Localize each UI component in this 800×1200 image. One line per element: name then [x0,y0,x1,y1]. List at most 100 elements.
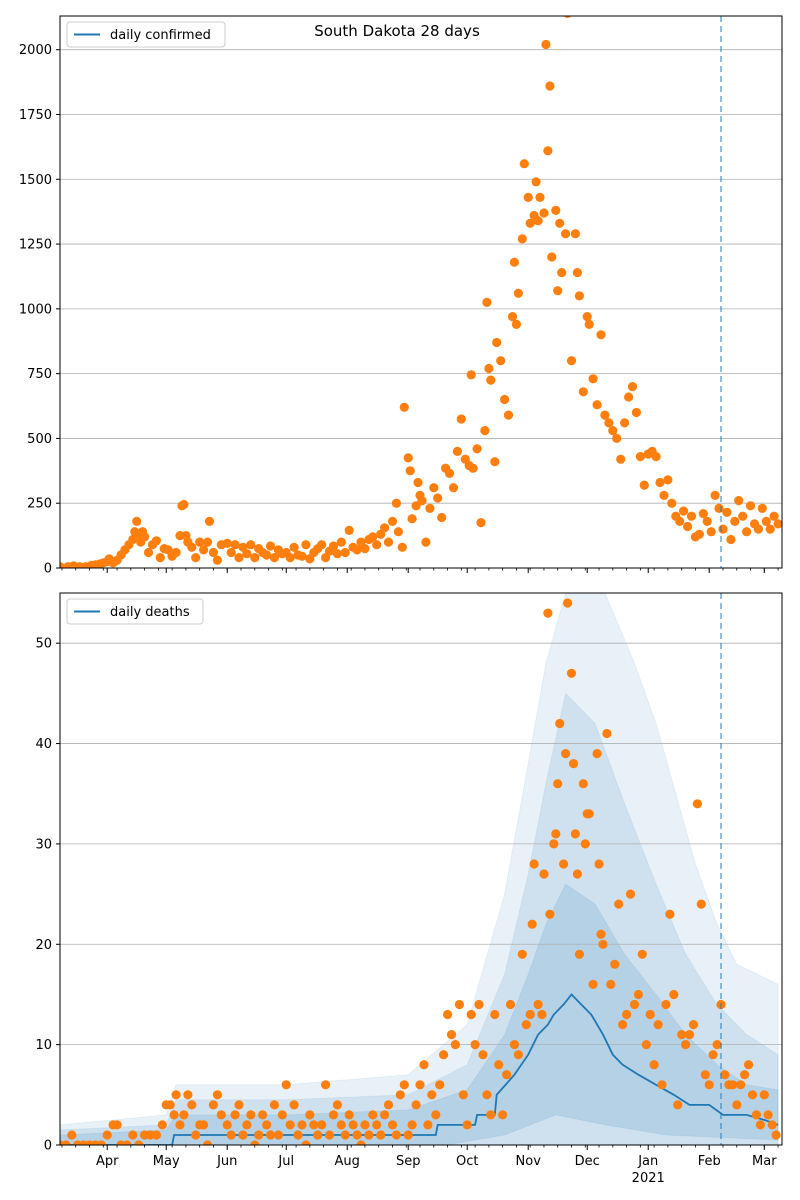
data-point [395,1090,405,1100]
data-point [659,490,669,500]
data-point [620,418,630,428]
data-point [383,1100,394,1110]
data-point [128,1130,138,1140]
data-point [484,363,494,374]
deaths-line [60,993,779,1145]
data-point [466,1009,476,1020]
data-point [639,480,649,490]
data-point [187,542,197,552]
data-point [604,418,614,428]
data-point [376,1130,386,1140]
data-point [578,387,588,397]
data-point [681,1040,691,1050]
data-point [570,829,581,839]
data-point [262,550,272,560]
data-point [706,527,716,537]
data-point [543,608,553,618]
data-point [761,516,771,527]
data-point [407,514,417,524]
data-point [250,1140,260,1145]
data-point [222,1120,232,1130]
data-point [710,490,720,500]
data-point [456,414,466,424]
data-point [771,1130,781,1140]
data-point [143,547,154,558]
data-point [625,889,636,899]
data-point [289,542,299,552]
data-point [399,402,409,412]
data-point [592,749,602,759]
data-point [446,1030,457,1040]
data-point [557,268,567,278]
data-point [492,337,502,348]
data-point [269,1100,279,1110]
y-tick-label: 750 [27,367,52,382]
data-point [641,1040,651,1050]
data-point [533,216,543,226]
data-point [208,547,218,558]
y-tick-label: 0 [44,1139,52,1154]
data-point [372,540,382,550]
data-point [545,81,555,91]
data-point [151,1130,161,1140]
data-point [742,527,752,537]
data-point [751,1110,762,1120]
data-point [222,538,232,549]
data-point [588,374,598,384]
x-tick-label: Jan [637,1154,658,1169]
data-point [732,1100,742,1110]
data-point [419,1060,429,1070]
data-point [403,453,413,463]
data-point [629,999,640,1010]
data-point [679,506,689,516]
data-point [559,859,569,869]
data-point [122,1140,132,1145]
data-point [669,989,679,1000]
data-point [208,1100,218,1110]
data-point [423,1120,433,1130]
data-point [202,1140,213,1145]
data-point [171,1090,181,1100]
data-point [574,291,585,301]
data-point [202,537,213,547]
data-point [509,257,519,267]
confirmed-y-ticks: 0 250 500 750 1000 1250 1500 1750 2000 [19,43,60,577]
data-point [301,1140,311,1145]
data-point [317,1120,327,1130]
data-point [757,503,767,513]
data-point [555,718,565,729]
data-point [651,452,661,462]
data-point [230,1110,240,1120]
data-point [134,1140,144,1145]
data-point [273,1130,283,1140]
data-point [356,1140,366,1145]
data-point [631,407,642,418]
data-point [265,541,276,551]
y-tick-label: 250 [27,497,52,512]
data-point [635,452,646,462]
data-point [411,501,421,511]
data-point [399,1080,409,1090]
data-point [596,929,606,939]
data-point [555,218,565,228]
data-point [262,1120,272,1130]
data-point [525,218,535,228]
data-point [596,330,606,340]
data-point [561,749,571,759]
data-point [714,503,724,513]
data-point [293,1130,303,1140]
data-point [588,979,598,990]
data-point [297,551,307,561]
data-point [637,949,647,959]
data-point [667,498,677,508]
data-point [482,1090,492,1100]
data-point [541,39,551,50]
data-point [572,268,583,278]
data-point [527,919,537,929]
data-point [568,759,579,769]
data-point [537,1009,547,1020]
data-point [645,1009,655,1020]
data-point [155,553,165,563]
x-tick-label: May [153,1154,180,1169]
data-point [368,532,378,542]
